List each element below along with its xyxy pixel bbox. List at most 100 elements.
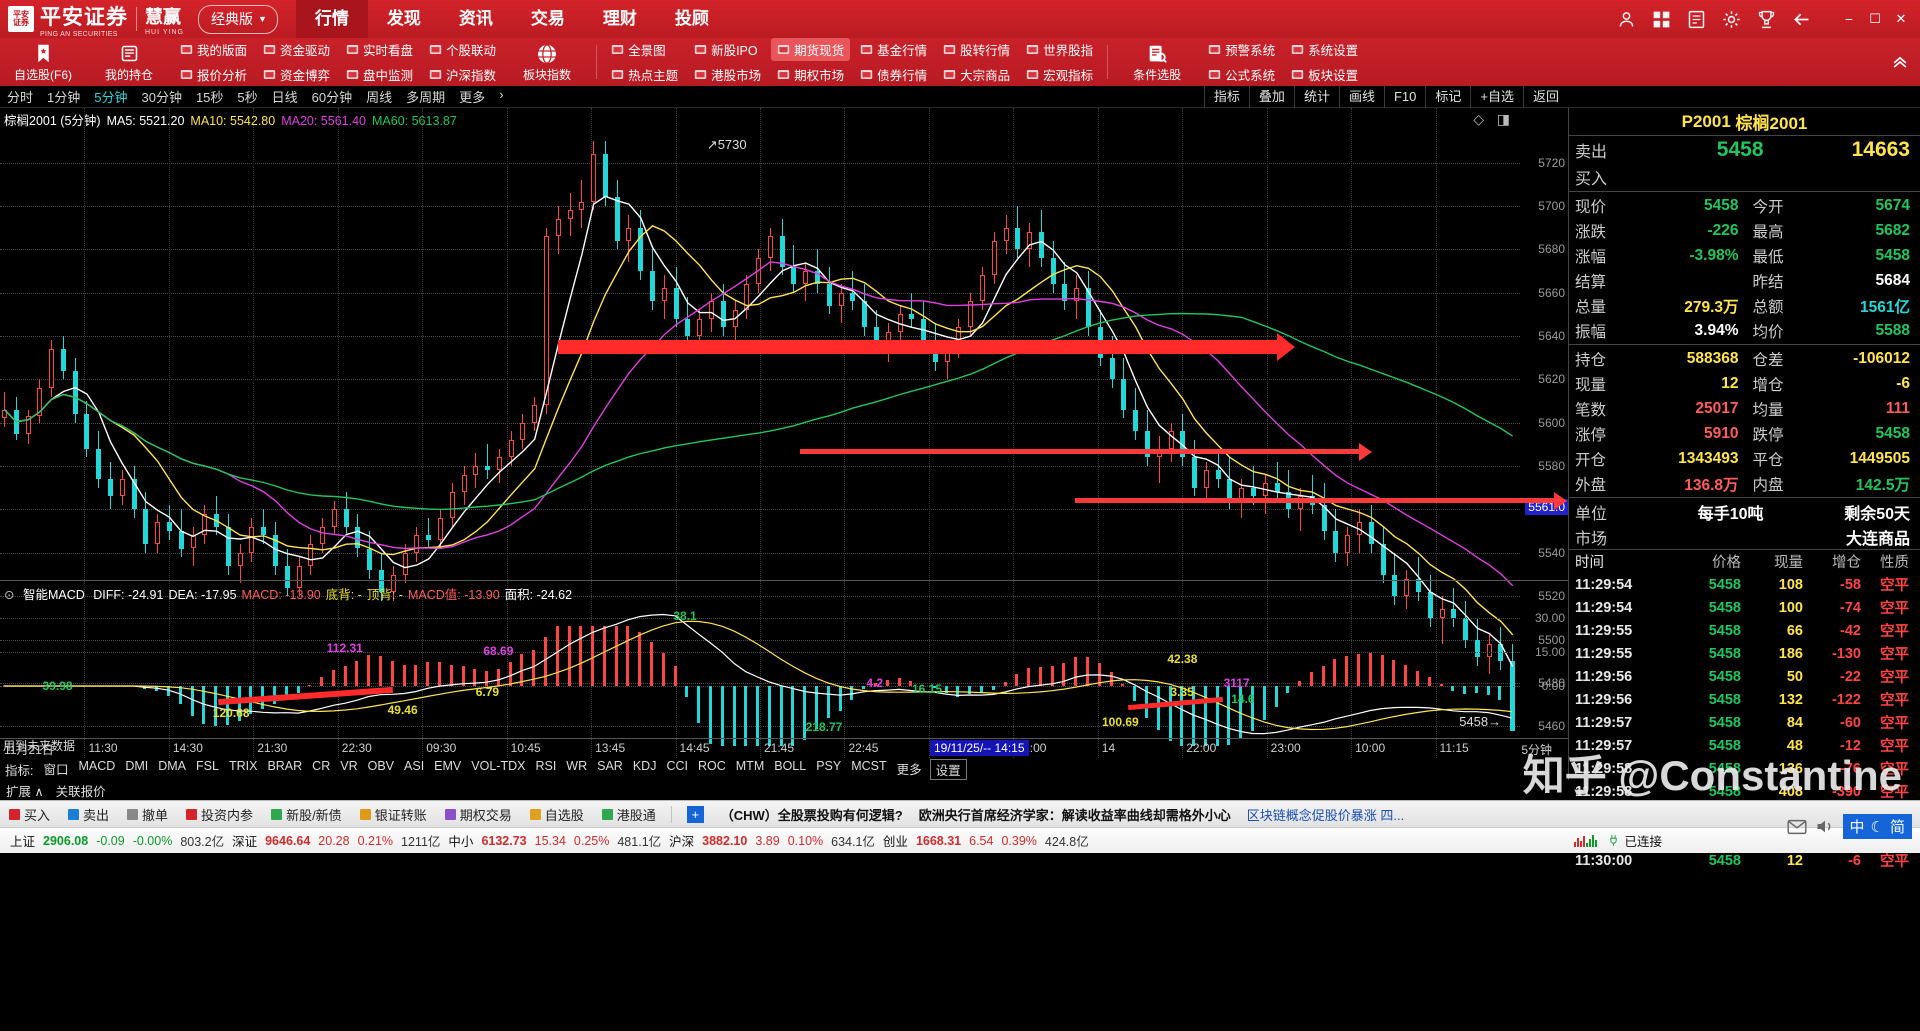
nav-item-0[interactable]: 行情: [295, 0, 368, 38]
chart-tool-6[interactable]: +自选: [1470, 86, 1523, 108]
nav-item-1[interactable]: 发现: [386, 9, 421, 28]
period-item-0[interactable]: 分时: [7, 90, 34, 105]
indicator-CR[interactable]: CR: [312, 758, 331, 773]
indicator-DMA[interactable]: DMA: [158, 758, 187, 773]
toolbar-item-报价分析[interactable]: 报价分析: [174, 63, 253, 86]
nav-item-5[interactable]: 投顾: [674, 9, 709, 28]
version-selector[interactable]: 经典版 ▼: [198, 4, 278, 34]
drawn-arrow-3[interactable]: [1075, 491, 1567, 510]
toolbar-item-世界股指[interactable]: 世界股指: [1020, 38, 1099, 61]
toolbar-item-宏观指标[interactable]: 宏观指标: [1020, 63, 1099, 86]
period-item-9[interactable]: 多周期: [406, 90, 446, 105]
indicator-SAR[interactable]: SAR: [597, 758, 623, 773]
toolbar-item-港股市场[interactable]: 港股市场: [688, 63, 767, 86]
indicator-TRIX[interactable]: TRIX: [228, 758, 258, 773]
table-row[interactable]: 11:29:54 5458 100 -74 空平: [1569, 596, 1920, 619]
add-news-button[interactable]: +: [678, 801, 713, 828]
toolbar-item-热点主题[interactable]: 热点主题: [605, 63, 684, 86]
news-item-2[interactable]: 区块链概念促股价暴涨 四...: [1246, 807, 1405, 823]
chart-tool-1[interactable]: 叠加: [1248, 86, 1294, 108]
period-item-2[interactable]: 5分钟: [94, 90, 128, 105]
macd-collapse-icon[interactable]: ⊙: [4, 588, 15, 602]
toolbar-item-期权市场[interactable]: 期权市场: [771, 63, 850, 86]
table-row[interactable]: 11:29:54 5458 108 -58 空平: [1569, 573, 1920, 596]
indicator-OBV[interactable]: OBV: [367, 758, 395, 773]
chart-tool-0[interactable]: 指标: [1203, 86, 1249, 108]
table-row[interactable]: 11:29:57 5458 48 -12 空平: [1569, 734, 1920, 757]
indicator-MCST[interactable]: MCST: [851, 758, 887, 773]
period-item-4[interactable]: 15秒: [195, 90, 224, 105]
toolbar-watchlist-button[interactable]: 自选股(F6): [0, 38, 86, 86]
bottom-button-自选股[interactable]: 自选股: [521, 801, 593, 828]
bottom-button-投资内参[interactable]: 投资内参: [177, 801, 262, 828]
index-item-创业[interactable]: 创业 1668.31 6.54 0.39% 424.8亿: [879, 831, 1093, 850]
chart-tool-3[interactable]: 画线: [1338, 86, 1384, 108]
collapse-toolbar-button[interactable]: [1888, 38, 1912, 86]
toolbar-item-板块设置[interactable]: 板块设置: [1285, 63, 1364, 86]
table-row[interactable]: 11:29:57 5458 84 -60 空平: [1569, 711, 1920, 734]
period-item-6[interactable]: 日线: [271, 90, 298, 105]
nav-item-4[interactable]: 理财: [602, 9, 637, 28]
toolbar-item-预警系统[interactable]: 预警系统: [1202, 38, 1281, 61]
chart-tool-2[interactable]: 统计: [1293, 86, 1339, 108]
indicator-MACD[interactable]: MACD: [78, 758, 116, 773]
split-view-icon[interactable]: ◨: [1496, 111, 1510, 127]
news-item-0[interactable]: （CHW）全股票投购有何逻辑?: [720, 807, 903, 823]
table-row[interactable]: 11:29:56 5458 50 -22 空平: [1569, 665, 1920, 688]
toolbar-item-系统设置[interactable]: 系统设置: [1285, 38, 1364, 61]
period-more-arrow[interactable]: ›: [499, 87, 504, 102]
news-item-1[interactable]: 欧洲央行首席经济学家：解读收益率曲线却需格外小心: [918, 807, 1231, 823]
toolbar-item-实时看盘[interactable]: 实时看盘: [340, 38, 419, 61]
bottom-button-期权交易[interactable]: 期权交易: [436, 801, 521, 828]
toolbar-item-大宗商品[interactable]: 大宗商品: [937, 63, 1016, 86]
indicator-ROC[interactable]: ROC: [697, 758, 726, 773]
back-arrow-icon[interactable]: [1791, 9, 1812, 30]
indicator-更多[interactable]: 更多: [896, 762, 922, 777]
toolbar-item-资金驱动[interactable]: 资金驱动: [257, 38, 336, 61]
toolbar-item-个股联动[interactable]: 个股联动: [423, 38, 502, 61]
macd-drawn-arrow[interactable]: [218, 686, 393, 706]
trophy-icon[interactable]: [1756, 9, 1777, 30]
bottom-button-港股通[interactable]: 港股通: [593, 801, 665, 828]
indicator-BRAR[interactable]: BRAR: [267, 758, 303, 773]
toolbar-sector-index-button[interactable]: 板块指数: [504, 38, 590, 86]
nav-item-2[interactable]: 资讯: [458, 9, 493, 28]
chart-tool-4[interactable]: F10: [1383, 86, 1425, 108]
table-row[interactable]: 11:29:58 5458 408 -390 空平: [1569, 780, 1920, 803]
table-row[interactable]: 11:30:00 5458 12 -6 空平: [1569, 849, 1920, 872]
period-item-5[interactable]: 5秒: [237, 90, 258, 105]
toolbar-screener-button[interactable]: 条件选股: [1114, 38, 1200, 86]
indicator-窗口[interactable]: 窗口: [43, 762, 69, 777]
bottom-button-卖出[interactable]: 卖出: [59, 801, 118, 828]
diamond-tool-icon[interactable]: ◇: [1473, 111, 1484, 127]
ext-关联报价[interactable]: 关联报价: [55, 784, 106, 799]
indicator-DMI[interactable]: DMI: [125, 758, 149, 773]
user-icon[interactable]: [1616, 9, 1637, 30]
index-item-中小[interactable]: 中小 6132.73 15.34 0.25% 481.1亿: [444, 831, 665, 850]
toolbar-item-股转行情[interactable]: 股转行情: [937, 38, 1016, 61]
indicator-EMV[interactable]: EMV: [434, 758, 462, 773]
gear-icon[interactable]: [1721, 9, 1742, 30]
table-row[interactable]: 11:29:56 5458 132 -122 空平: [1569, 688, 1920, 711]
connection-status[interactable]: 已连接: [1607, 831, 1662, 850]
toolbar-item-资金博弈[interactable]: 资金博弈: [257, 63, 336, 86]
indicator-KDJ[interactable]: KDJ: [632, 758, 657, 773]
minimize-button[interactable]: ⎯: [1845, 11, 1853, 26]
index-item-深证[interactable]: 深证 9646.64 20.28 0.21% 1211亿: [228, 831, 444, 850]
chart-tool-5[interactable]: 标记: [1425, 86, 1470, 108]
drawn-arrow-1[interactable]: [558, 333, 1295, 361]
bottom-button-撤单[interactable]: 撤单: [118, 801, 177, 828]
table-row[interactable]: 11:29:55 5458 66 -42 空平: [1569, 619, 1920, 642]
indicator-WR[interactable]: WR: [566, 758, 588, 773]
indicator-VR[interactable]: VR: [340, 758, 358, 773]
table-row[interactable]: 11:29:55 5458 186 -130 空平: [1569, 642, 1920, 665]
speaker-icon[interactable]: [1815, 818, 1835, 835]
ime-indicator[interactable]: 中 ☾ 简: [1842, 814, 1912, 839]
period-item-7[interactable]: 60分钟: [311, 90, 353, 105]
table-row[interactable]: 11:29:58 5458 136 -76 空平: [1569, 757, 1920, 780]
mail-icon[interactable]: [1786, 819, 1807, 835]
indicator-MTM[interactable]: MTM: [735, 758, 765, 773]
drawn-arrow-2[interactable]: [800, 442, 1372, 461]
toolbar-item-债券行情[interactable]: 债券行情: [854, 63, 933, 86]
toolbar-item-全景图[interactable]: 全景图: [605, 38, 684, 61]
